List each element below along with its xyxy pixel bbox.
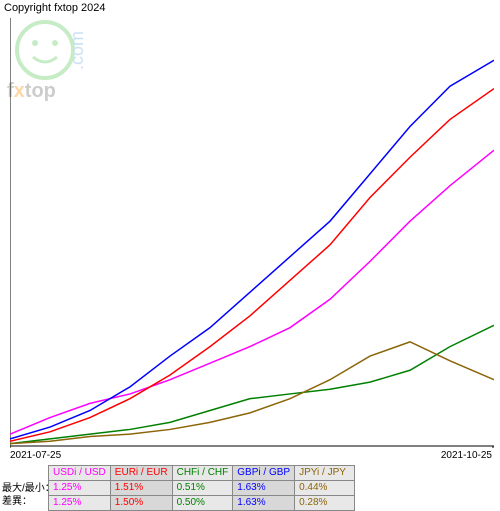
stats-table: USDi / USDEURi / EURCHFi / CHFGBPi / GBP…	[48, 465, 355, 511]
col-header: EURi / EUR	[110, 466, 172, 481]
copyright-text: Copyright fxtop 2024	[4, 2, 106, 14]
col-max: 0.51%	[172, 481, 233, 496]
col-diff: 1.63%	[233, 496, 295, 511]
col-max: 0.44%	[295, 481, 355, 496]
x-start-label: 2021-07-25	[10, 450, 61, 461]
col-header: CHFi / CHF	[172, 466, 233, 481]
series-jpyijpy	[10, 342, 494, 444]
col-diff: 0.50%	[172, 496, 233, 511]
col-header: JPYi / JPY	[295, 466, 355, 481]
series-usdiusd	[10, 150, 494, 434]
col-diff: 1.50%	[110, 496, 172, 511]
col-diff: 1.25%	[49, 496, 111, 511]
series-gbpigbp	[10, 60, 494, 439]
col-diff: 0.28%	[295, 496, 355, 511]
x-end-label: 2021-10-25	[441, 450, 492, 461]
col-header: GBPi / GBP	[233, 466, 295, 481]
col-max: 1.63%	[233, 481, 295, 496]
line-chart	[10, 18, 494, 448]
col-max: 1.25%	[49, 481, 111, 496]
series-eurieur	[10, 89, 494, 442]
col-header: USDi / USD	[49, 466, 111, 481]
col-max: 1.51%	[110, 481, 172, 496]
series-chfichf	[10, 325, 494, 443]
